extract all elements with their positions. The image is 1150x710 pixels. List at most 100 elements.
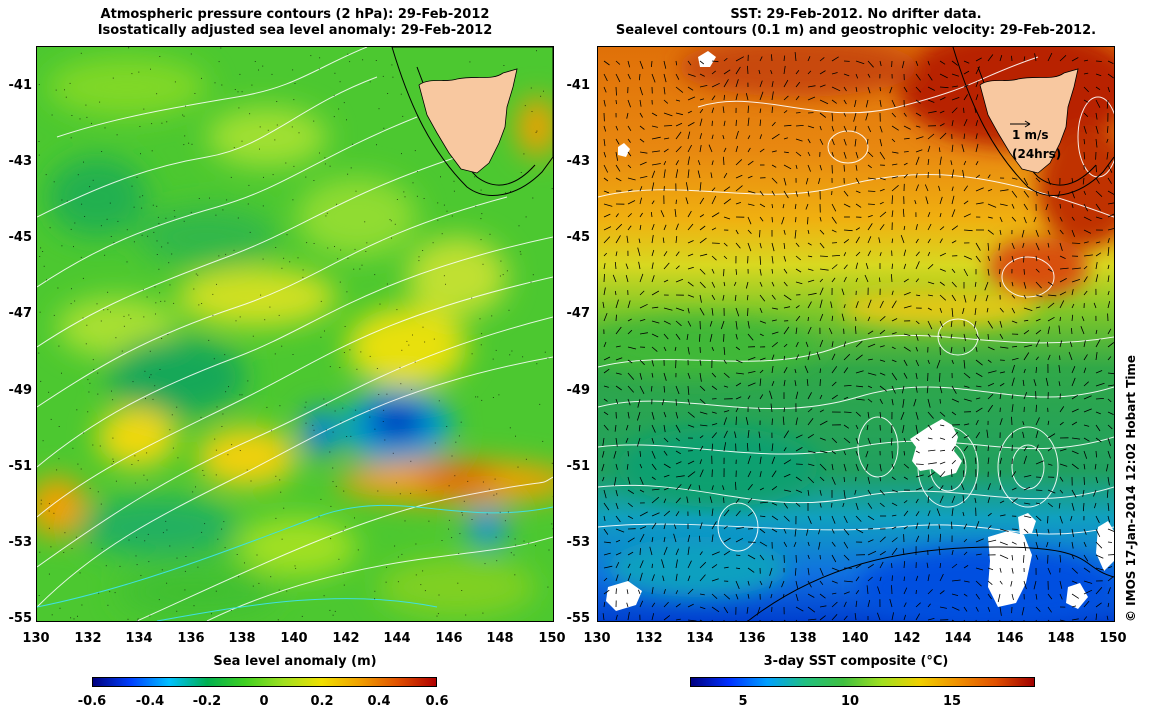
- velocity-arrow: [1107, 60, 1114, 64]
- sla-stipple-dot: [90, 542, 92, 544]
- velocity-arrow: [939, 196, 943, 205]
- velocity-arrow: [1071, 394, 1079, 400]
- sla-stipple-dot: [451, 537, 453, 539]
- velocity-arrow: [771, 164, 777, 168]
- velocity-arrow: [794, 528, 797, 537]
- velocity-arrow: [783, 294, 792, 301]
- velocity-arrow: [975, 346, 978, 352]
- sea-level-anomaly-map[interactable]: [36, 46, 554, 622]
- velocity-arrow: [901, 385, 905, 394]
- velocity-arrow: [687, 240, 694, 244]
- velocity-arrow: [723, 281, 726, 287]
- velocity-arrow: [1071, 593, 1080, 599]
- velocity-arrow: [639, 112, 643, 118]
- velocity-arrow: [974, 497, 977, 504]
- velocity-arrow: [795, 69, 800, 75]
- velocity-arrow: [675, 411, 679, 419]
- velocity-arrow: [687, 210, 692, 218]
- velocity-arrow: [1023, 216, 1027, 224]
- sla-stipple-dot: [453, 180, 455, 182]
- colorbar-tick: 10: [840, 694, 860, 709]
- velocity-arrow: [651, 262, 654, 270]
- sla-stipple-dot: [63, 552, 65, 553]
- velocity-arrow: [697, 160, 701, 166]
- sla-stipple-dot: [238, 576, 240, 578]
- velocity-arrow: [1071, 408, 1079, 413]
- sla-stipple-dot: [379, 303, 381, 305]
- velocity-arrow: [1095, 437, 1102, 443]
- sla-stipple-dot: [133, 206, 135, 208]
- sla-stipple-dot: [302, 276, 304, 278]
- sla-stipple-dot: [254, 61, 256, 62]
- velocity-arrow: [1035, 430, 1039, 439]
- sst-map[interactable]: 1 m/s (24hrs): [597, 46, 1115, 622]
- velocity-arrow: [663, 307, 673, 311]
- velocity-arrow: [709, 333, 713, 342]
- velocity-arrow: [795, 190, 798, 197]
- sla-stipple-dot: [350, 167, 352, 169]
- velocity-arrow: [867, 250, 872, 257]
- velocity-arrow: [1095, 411, 1101, 415]
- sla-stipple-dot: [336, 203, 337, 205]
- velocity-arrow: [770, 403, 773, 413]
- velocity-arrow: [927, 486, 934, 491]
- velocity-arrow: [1035, 229, 1039, 237]
- velocity-arrow: [626, 235, 629, 244]
- sla-stipple-dot: [80, 256, 82, 258]
- velocity-arrow: [843, 601, 847, 608]
- velocity-arrow: [927, 333, 931, 338]
- velocity-arrow: [963, 565, 969, 569]
- velocity-arrow: [627, 551, 634, 556]
- velocity-arrow: [915, 112, 922, 117]
- velocity-arrow: [747, 333, 754, 341]
- velocity-arrow: [709, 320, 713, 327]
- velocity-arrow: [639, 533, 645, 543]
- velocity-arrow: [795, 417, 798, 426]
- velocity-arrow: [915, 294, 921, 297]
- velocity-arrow: [639, 73, 641, 81]
- velocity-arrow: [687, 398, 691, 405]
- sla-stipple-dot: [136, 564, 138, 566]
- velocity-arrow: [915, 589, 917, 595]
- velocity-arrow: [615, 489, 618, 497]
- sla-stipple-dot: [535, 545, 536, 547]
- velocity-arrow: [699, 445, 704, 452]
- velocity-arrow: [1071, 580, 1078, 584]
- velocity-arrow: [649, 546, 653, 556]
- sla-stipple-dot: [77, 174, 79, 176]
- velocity-arrow: [963, 294, 967, 303]
- velocity-arrow: [807, 450, 816, 454]
- sla-stipple-dot: [440, 176, 441, 178]
- velocity-arrow: [687, 253, 694, 257]
- velocity-arrow: [807, 301, 812, 309]
- velocity-arrow: [734, 294, 737, 301]
- velocity-arrow: [675, 497, 681, 504]
- sla-stipple-dot: [38, 84, 40, 86]
- velocity-arrow: [927, 158, 930, 166]
- velocity-arrow: [1047, 281, 1054, 286]
- velocity-arrow: [1023, 190, 1030, 198]
- sla-stipple-dot: [436, 615, 438, 617]
- velocity-arrow: [855, 316, 857, 322]
- velocity-arrow: [855, 251, 861, 257]
- velocity-arrow: [1107, 541, 1113, 543]
- sla-stipple-dot: [477, 396, 479, 398]
- velocity-arrow: [830, 301, 833, 309]
- velocity-arrow: [831, 580, 838, 584]
- sla-stipple-dot: [59, 607, 61, 609]
- sla-stipple-dot: [154, 286, 156, 288]
- velocity-arrow: [711, 508, 714, 517]
- velocity-arrow: [867, 215, 873, 218]
- velocity-arrow: [819, 437, 826, 441]
- sla-stipple-dot: [185, 556, 187, 557]
- velocity-arrow: [699, 459, 702, 465]
- velocity-arrow: [1047, 316, 1055, 322]
- velocity-arrow: [723, 385, 729, 388]
- velocity-arrow: [638, 424, 641, 432]
- velocity-arrow: [771, 485, 778, 491]
- sla-stipple-dot: [176, 557, 178, 559]
- velocity-arrow: [771, 190, 775, 196]
- velocity-arrow: [1011, 364, 1015, 374]
- velocity-arrow: [756, 606, 761, 616]
- velocity-arrow: [639, 176, 648, 179]
